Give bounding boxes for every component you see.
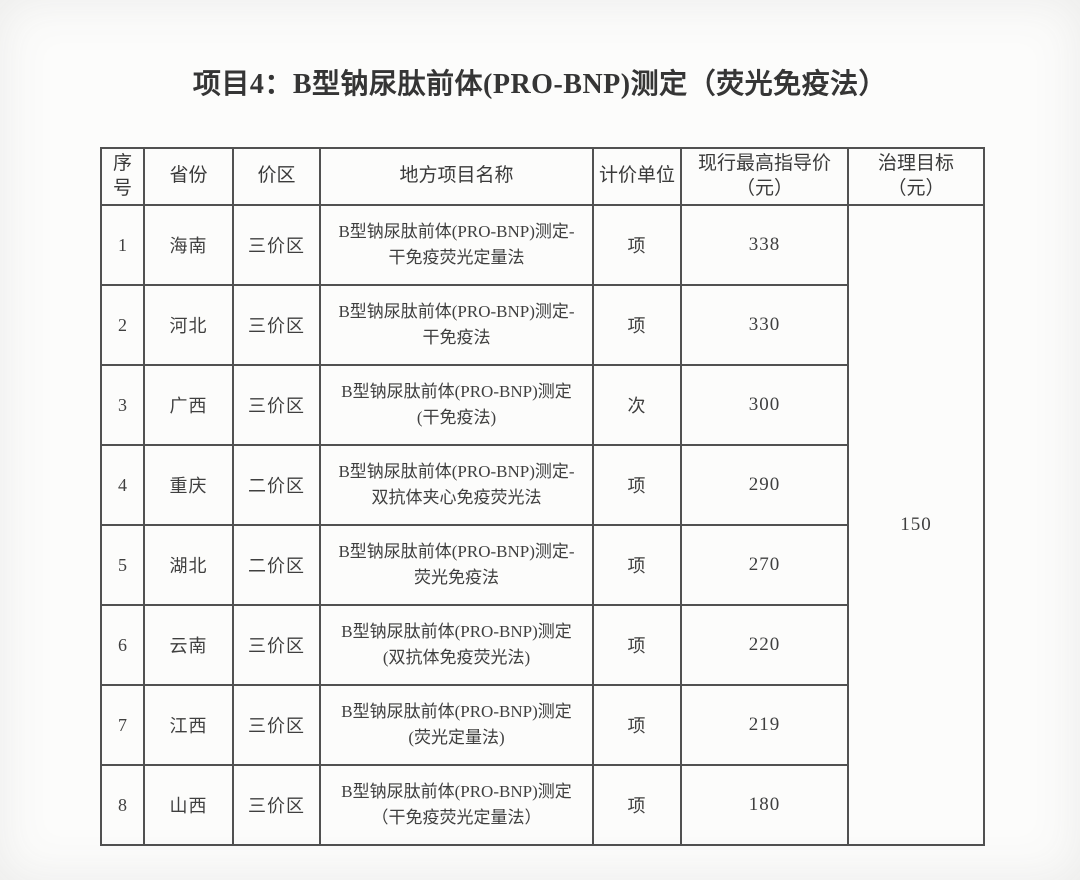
cell-index: 2 xyxy=(100,284,145,366)
cell-province: 重庆 xyxy=(143,444,234,526)
table-row: 1 海南 三价区 B型钠尿肽前体(PRO-BNP)测定- 干免疫荧光定量法 项 … xyxy=(100,204,985,846)
cell-price: 330 xyxy=(680,284,849,366)
cell-index: 6 xyxy=(100,604,145,686)
cell-index: 4 xyxy=(100,444,145,526)
cell-index: 5 xyxy=(100,524,145,606)
cell-province: 山西 xyxy=(143,764,234,846)
header-province: 省份 xyxy=(143,147,234,206)
table-row: 2 河北 三价区 B型钠尿肽前体(PRO-BNP)测定- 干免疫法 项 330 xyxy=(100,284,984,366)
cell-project-name: B型钠尿肽前体(PRO-BNP)测定- 荧光免疫法 xyxy=(319,524,594,606)
cell-zone: 二价区 xyxy=(232,524,321,606)
cell-price: 338 xyxy=(680,204,849,286)
cell-project-name: B型钠尿肽前体(PRO-BNP)测定 (双抗体免疫荧光法) xyxy=(319,604,594,686)
header-name: 地方项目名称 xyxy=(319,147,594,206)
cell-project-name: B型钠尿肽前体(PRO-BNP)测定 （干免疫荧光定量法） xyxy=(319,764,594,846)
header-unit: 计价单位 xyxy=(592,147,682,206)
cell-province: 河北 xyxy=(143,284,234,366)
cell-project-name: B型钠尿肽前体(PRO-BNP)测定- 干免疫法 xyxy=(319,284,594,366)
cell-price: 300 xyxy=(680,364,849,446)
cell-province: 江西 xyxy=(143,684,234,766)
table-row: 7 江西 三价区 B型钠尿肽前体(PRO-BNP)测定 (荧光定量法) 项 21… xyxy=(100,684,984,766)
cell-index: 3 xyxy=(100,364,145,446)
cell-price: 270 xyxy=(680,524,849,606)
cell-province: 广西 xyxy=(143,364,234,446)
cell-province: 海南 xyxy=(143,204,234,286)
cell-unit: 项 xyxy=(592,204,682,286)
cell-index: 8 xyxy=(100,764,145,846)
header-index: 序号 xyxy=(100,147,145,206)
cell-unit: 项 xyxy=(592,284,682,366)
cell-project-name: B型钠尿肽前体(PRO-BNP)测定- 干免疫荧光定量法 xyxy=(319,204,594,286)
cell-zone: 三价区 xyxy=(232,684,321,766)
table-header-row: 序号 省份 价区 地方项目名称 计价单位 现行最高指导价 （元） 治理目标 （元… xyxy=(100,147,985,206)
cell-unit: 项 xyxy=(592,444,682,526)
cell-zone: 三价区 xyxy=(232,204,321,286)
cell-province: 湖北 xyxy=(143,524,234,606)
cell-index: 1 xyxy=(100,204,145,286)
cell-index: 7 xyxy=(100,684,145,766)
cell-zone: 三价区 xyxy=(232,284,321,366)
cell-project-name: B型钠尿肽前体(PRO-BNP)测定 (干免疫法) xyxy=(319,364,594,446)
table-row: 3 广西 三价区 B型钠尿肽前体(PRO-BNP)测定 (干免疫法) 次 300 xyxy=(100,364,984,446)
cell-price: 180 xyxy=(680,764,849,846)
cell-province: 云南 xyxy=(143,604,234,686)
cell-unit: 项 xyxy=(592,764,682,846)
header-price: 现行最高指导价 （元） xyxy=(680,147,849,206)
cell-unit: 项 xyxy=(592,524,682,606)
cell-unit: 项 xyxy=(592,684,682,766)
table-row: 5 湖北 二价区 B型钠尿肽前体(PRO-BNP)测定- 荧光免疫法 项 270 xyxy=(100,524,984,606)
cell-zone: 三价区 xyxy=(232,604,321,686)
table-row: 4 重庆 二价区 B型钠尿肽前体(PRO-BNP)测定- 双抗体夹心免疫荧光法 … xyxy=(100,444,984,526)
cell-project-name: B型钠尿肽前体(PRO-BNP)测定- 双抗体夹心免疫荧光法 xyxy=(319,444,594,526)
cell-target-value: 150 xyxy=(847,204,985,846)
cell-price: 220 xyxy=(680,604,849,686)
cell-unit: 项 xyxy=(592,604,682,686)
cell-price: 219 xyxy=(680,684,849,766)
header-zone: 价区 xyxy=(232,147,321,206)
table-row: 6 云南 三价区 B型钠尿肽前体(PRO-BNP)测定 (双抗体免疫荧光法) 项… xyxy=(100,604,984,686)
cell-zone: 二价区 xyxy=(232,444,321,526)
cell-project-name: B型钠尿肽前体(PRO-BNP)测定 (荧光定量法) xyxy=(319,684,594,766)
cell-zone: 三价区 xyxy=(232,364,321,446)
price-table: 序号 省份 价区 地方项目名称 计价单位 现行最高指导价 （元） 治理目标 （元… xyxy=(100,147,985,846)
cell-zone: 三价区 xyxy=(232,764,321,846)
header-target: 治理目标 （元） xyxy=(847,147,985,206)
cell-unit: 次 xyxy=(592,364,682,446)
cell-price: 290 xyxy=(680,444,849,526)
table-row: 8 山西 三价区 B型钠尿肽前体(PRO-BNP)测定 （干免疫荧光定量法） 项… xyxy=(100,764,984,846)
page-title: 项目4：B型钠尿肽前体(PRO-BNP)测定（荧光免疫法） xyxy=(192,69,888,100)
